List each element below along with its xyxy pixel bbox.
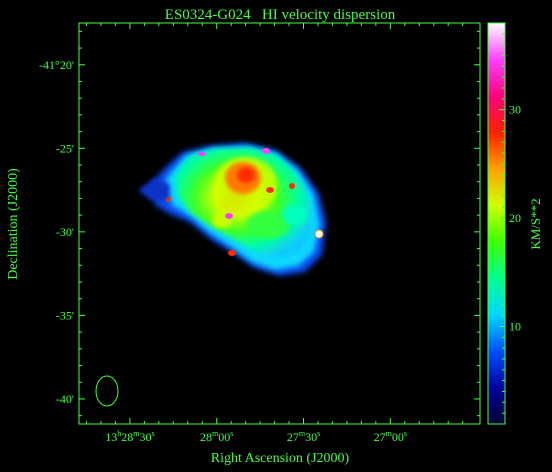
x-axis-label: Right Ascension (J2000) (211, 451, 350, 466)
hot-spot-7 (228, 250, 236, 256)
x-tick: 13h28m30s (105, 23, 155, 444)
bright-spot (314, 229, 324, 239)
hot-spot-3 (198, 152, 206, 156)
colorbar-tick-label: 10 (509, 319, 521, 333)
hot-spot-5 (289, 183, 295, 189)
x-tick: 27m00s (374, 23, 407, 444)
x-tick-label: 27m30s (287, 429, 320, 444)
galaxy-emission (138, 143, 326, 276)
y-axis-label: Declination (J2000) (6, 168, 21, 280)
cyan-patch (283, 205, 307, 225)
plot-area (79, 23, 480, 424)
y-tick-label: -41°20' (39, 58, 74, 72)
y-tick: -40' (56, 392, 480, 406)
y-tick: -30' (56, 225, 480, 239)
chart-title: ES0324-G024 HI velocity dispersion (165, 7, 396, 23)
hot-spot-1 (225, 213, 233, 219)
western-tail (138, 178, 170, 200)
y-tick-label: -40' (56, 392, 74, 406)
green-south (246, 211, 290, 239)
x-tick-label: 13h28m30s (105, 429, 154, 444)
beam-ellipse (95, 375, 119, 407)
y-axis: -41°20' -25' -30' -35' -40' (39, 30, 480, 417)
x-tick-label: 28m00s (200, 429, 233, 444)
y-tick: -41°20' (39, 58, 480, 72)
hot-spot-2 (266, 187, 274, 193)
x-tick-label: 27m00s (374, 429, 407, 444)
y-tick-label: -30' (56, 225, 74, 239)
x-tick: 27m30s (287, 23, 320, 444)
x-tick: 28m00s (200, 23, 233, 444)
y-tick: -25' (56, 141, 480, 155)
core-red (237, 167, 255, 183)
y-tick-label: -25' (56, 141, 74, 155)
y-tick-label: -35' (56, 308, 74, 322)
colorbar-tick-label: 20 (509, 211, 521, 225)
colorbar-gradient (487, 22, 506, 425)
colorbar-ticks: 10 20 30 (499, 22, 521, 425)
colorbar-label: KM/S**2 (528, 198, 543, 249)
hot-spot-4 (262, 148, 270, 154)
plot-frame (78, 22, 481, 425)
colorbar: 10 20 30 KM/S**2 (487, 22, 543, 425)
x-axis: 13h28m30s 28m00s 27m30s 27m00s (86, 23, 464, 444)
colorbar-tick-label: 30 (509, 103, 521, 117)
y-tick: -35' (56, 308, 480, 322)
